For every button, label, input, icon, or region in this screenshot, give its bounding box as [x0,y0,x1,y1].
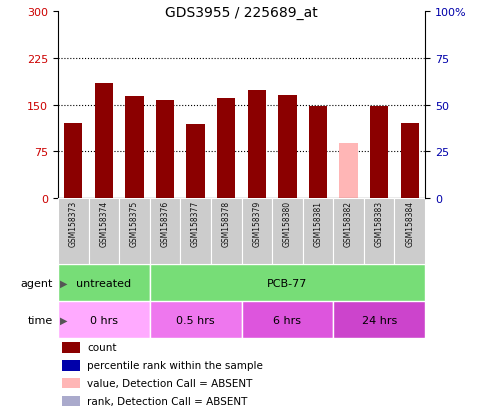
Bar [309,107,327,198]
Bar [150,198,180,264]
Text: time: time [28,315,53,325]
Bar [62,342,80,353]
Text: rank, Detection Call = ABSENT: rank, Detection Call = ABSENT [87,396,248,406]
Bar [64,124,83,198]
Text: ▶: ▶ [60,315,68,325]
Text: PCB-77: PCB-77 [267,278,308,288]
Bar [272,198,303,264]
Bar [370,107,388,198]
Text: GSM158383: GSM158383 [375,200,384,246]
Bar [278,96,297,198]
Bar [88,198,119,264]
Bar [58,264,150,301]
Text: percentile rank within the sample: percentile rank within the sample [87,361,263,370]
Bar [180,198,211,264]
Bar [340,144,358,198]
Bar [58,198,88,264]
Bar [400,124,419,198]
Text: 0 hrs: 0 hrs [90,315,118,325]
Text: GSM158374: GSM158374 [99,200,108,247]
Bar [242,198,272,264]
Bar [333,301,425,339]
Text: 24 hrs: 24 hrs [362,315,397,325]
Bar [58,301,150,339]
Bar [125,97,143,198]
Bar [333,198,364,264]
Bar [156,100,174,198]
Bar [395,198,425,264]
Text: 0.5 hrs: 0.5 hrs [176,315,215,325]
Bar [62,396,80,406]
Bar [242,301,333,339]
Text: ▶: ▶ [60,278,68,288]
Bar [62,378,80,389]
Bar [95,83,113,198]
Text: 6 hrs: 6 hrs [273,315,301,325]
Text: count: count [87,343,117,353]
Text: value, Detection Call = ABSENT: value, Detection Call = ABSENT [87,378,253,388]
Text: GSM158378: GSM158378 [222,200,231,246]
Bar [150,264,425,301]
Bar [150,301,242,339]
Bar [248,91,266,198]
Text: GSM158381: GSM158381 [313,200,323,246]
Text: untreated: untreated [76,278,131,288]
Bar [186,125,205,198]
Bar [217,99,235,198]
Text: GSM158377: GSM158377 [191,200,200,247]
Bar [364,198,395,264]
Text: GSM158376: GSM158376 [160,200,170,247]
Text: GSM158380: GSM158380 [283,200,292,246]
Bar [211,198,242,264]
Bar [119,198,150,264]
Text: GSM158384: GSM158384 [405,200,414,246]
Text: GSM158373: GSM158373 [69,200,78,247]
Text: GSM158375: GSM158375 [130,200,139,247]
Bar [62,360,80,370]
Text: GSM158382: GSM158382 [344,200,353,246]
Bar [303,198,333,264]
Text: GSM158379: GSM158379 [252,200,261,247]
Text: agent: agent [21,278,53,288]
Text: GDS3955 / 225689_at: GDS3955 / 225689_at [165,6,318,20]
